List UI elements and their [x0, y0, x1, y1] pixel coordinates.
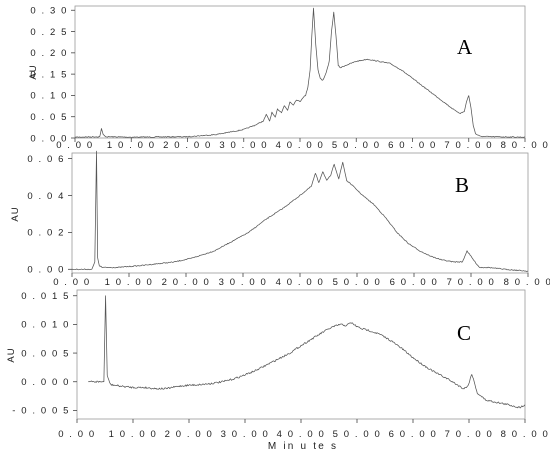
x-tick-label: 1 0 . 0 0 — [109, 429, 158, 440]
x-tick-label: 0 . 0 0 — [53, 277, 91, 288]
x-tick-label: 0 . 0 0 — [58, 429, 96, 440]
y-tick-label: 0 . 0 1 5 — [21, 291, 70, 302]
y-tick-label: 0 . 3 0 — [30, 6, 68, 17]
y-tick-label: 0 . 0 6 — [27, 154, 65, 165]
chromatogram-trace-a — [74, 7, 526, 138]
chromatogram-trace-b — [71, 150, 529, 272]
x-tick-label: 5 0 . 0 0 — [333, 277, 382, 288]
y-tick-label: 0 . 1 5 — [30, 69, 68, 80]
x-tick-label: 2 0 . 0 0 — [162, 277, 211, 288]
y-tick-label: 0 . 0 0 5 — [21, 348, 70, 359]
x-tick-label: 8 0 . 0 0 — [501, 429, 550, 440]
y-tick-label: 0 . 0 4 — [27, 191, 65, 202]
x-tick-label: 7 0 . 0 0 — [445, 429, 494, 440]
y-tick-label: 0 . 2 5 — [30, 27, 68, 38]
x-tick-label: 1 0 . 0 0 — [107, 140, 156, 151]
x-tick-label: 5 0 . 0 0 — [332, 140, 381, 151]
panel-frame-c — [76, 289, 526, 420]
x-tick-label: 6 0 . 0 0 — [390, 277, 439, 288]
panel-tag-c: C — [457, 321, 471, 345]
y-tick-label: 0 . 0 0 0 — [21, 377, 70, 388]
y-axis-label: AU — [10, 206, 21, 221]
x-tick-label: 4 0 . 0 0 — [277, 429, 326, 440]
y-tick-label: 0 . 0 0 — [30, 133, 68, 144]
y-tick-label: 0 . 2 0 — [30, 48, 68, 59]
x-tick-label: 6 0 . 0 0 — [388, 140, 437, 151]
x-tick-label: 6 0 . 0 0 — [389, 429, 438, 440]
panel-frame-b — [71, 152, 529, 274]
x-tick-label: 8 0 . 0 0 — [504, 277, 550, 288]
chromatogram-trace-c — [88, 295, 526, 409]
y-tick-label: 0 . 0 5 — [30, 112, 68, 123]
x-tick-label: 3 0 . 0 0 — [221, 429, 270, 440]
x-tick-label: 7 0 . 0 0 — [444, 140, 493, 151]
x-axis-label: M in u te s — [268, 441, 338, 452]
x-tick-label: 1 0 . 0 0 — [105, 277, 154, 288]
y-tick-label: 0 . 0 0 — [27, 265, 65, 276]
x-tick-label: 2 0 . 0 0 — [165, 429, 214, 440]
y-tick-label: - 0 . 0 0 5 — [12, 406, 70, 417]
x-tick-label: 2 0 . 0 0 — [163, 140, 212, 151]
x-tick-label: 0 . 0 0 — [56, 140, 94, 151]
x-tick-label: 7 0 . 0 0 — [447, 277, 496, 288]
y-tick-label: 0 . 1 0 — [30, 91, 68, 102]
x-tick-label: 5 0 . 0 0 — [333, 429, 382, 440]
panel-tag-a: A — [457, 35, 473, 59]
panel-frame-a — [74, 5, 526, 139]
y-axis-label: AU — [28, 64, 39, 79]
panel-tag-b: B — [455, 173, 469, 197]
x-tick-label: 8 0 . 0 0 — [501, 140, 550, 151]
y-axis-label: AU — [6, 347, 17, 362]
x-tick-label: 3 0 . 0 0 — [219, 277, 268, 288]
y-tick-label: 0 . 0 1 0 — [21, 320, 70, 331]
x-tick-label: 3 0 . 0 0 — [219, 140, 268, 151]
x-tick-label: 4 0 . 0 0 — [276, 277, 325, 288]
x-tick-label: 4 0 . 0 0 — [276, 140, 325, 151]
y-tick-label: 0 . 0 2 — [27, 228, 65, 239]
